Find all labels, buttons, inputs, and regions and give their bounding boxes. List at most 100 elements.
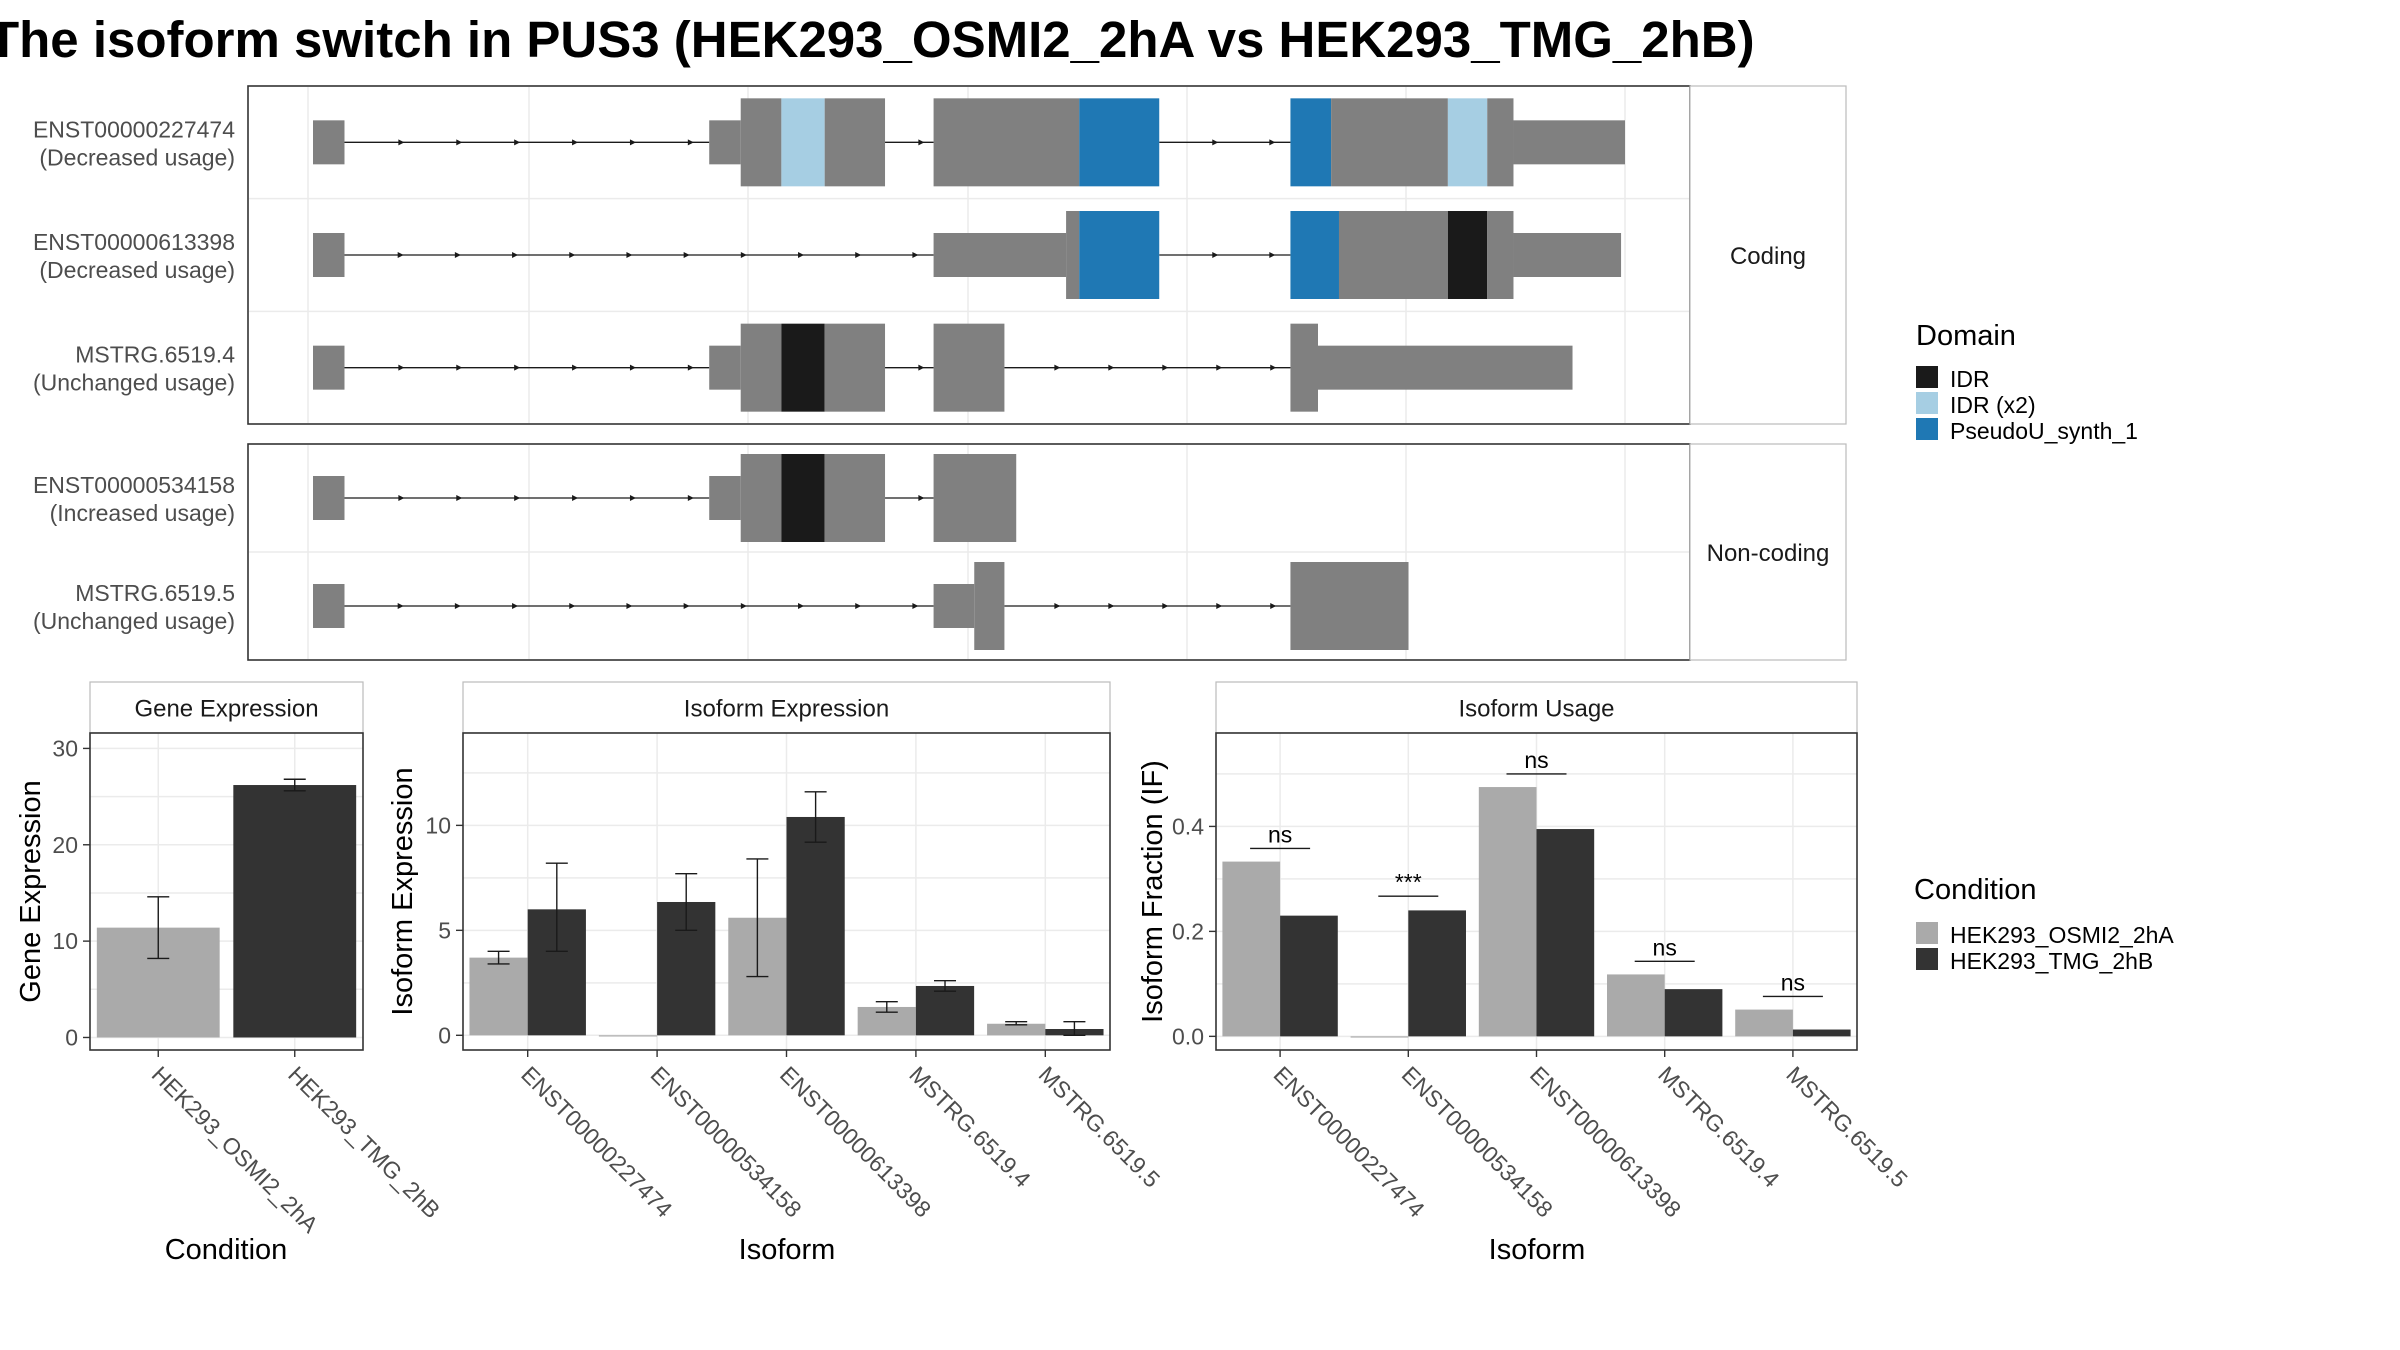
transcript-usage-label: (Decreased usage): [39, 257, 235, 283]
legend-label-idr: IDR: [1950, 366, 1990, 392]
legend-swatch-pseudou: [1916, 418, 1938, 440]
intron-arrow: [398, 364, 405, 371]
error-bar: [804, 791, 827, 843]
intron-arrow: [1162, 603, 1169, 609]
x-tick-label: MSTRG.6519.5: [1781, 1061, 1912, 1192]
exon-cds: [740, 98, 782, 187]
bar-enst00000227474-hek293-tmg-2hb: [1280, 915, 1338, 1037]
panel-strip-label: Gene Expression: [134, 696, 318, 723]
intron-arrow: [798, 603, 805, 609]
x-tick-label: MSTRG.6519.4: [904, 1061, 1036, 1193]
intron-arrow: [1269, 139, 1276, 146]
domain-idr: [781, 323, 825, 412]
transcript-usage-label: (Unchanged usage): [33, 370, 235, 396]
y-tick-label: 0.0: [1172, 1023, 1204, 1049]
exon-utr: [709, 345, 741, 390]
y-tick-label: 20: [52, 832, 78, 858]
legend-label-idr-x2: IDR (x2): [1950, 392, 2036, 418]
panel-strip: [462, 681, 1111, 734]
intron-arrow: [1054, 364, 1061, 371]
error-bar: [934, 980, 957, 992]
intron-arrow: [918, 495, 925, 501]
bar-enst00000227474-hek293-osmi2-2ha: [1222, 861, 1281, 1037]
domain-legend-title: Domain: [1916, 320, 2016, 352]
error-bar: [875, 1001, 898, 1013]
exon-cds: [933, 98, 1080, 187]
intron-arrow: [912, 252, 919, 258]
x-axis-title: Condition: [165, 1234, 288, 1266]
bar-mstrg-6519-4-hek293-tmg-2hb: [1664, 989, 1723, 1037]
error-bar: [283, 778, 306, 792]
intron-arrow: [398, 495, 405, 501]
transcript-id-label: MSTRG.6519.4: [75, 342, 235, 368]
bar-enst00000534158-hek293-tmg-2hb: [1408, 910, 1466, 1037]
y-tick-label: 0.2: [1172, 918, 1204, 944]
exon-utr: [313, 584, 345, 628]
exon-utr: [933, 233, 1067, 277]
error-bar: [147, 896, 170, 960]
exon-utr: [933, 584, 975, 628]
intron-arrow: [456, 364, 463, 371]
x-tick-label: HEK293_TMG_2hB: [283, 1061, 445, 1223]
intron-arrow: [569, 603, 576, 609]
facet-label: Non-coding: [1707, 540, 1830, 567]
exon-utr: [709, 476, 741, 520]
y-axis-title: Gene Expression: [15, 780, 47, 1002]
x-tick-label: MSTRG.6519.5: [1034, 1061, 1165, 1192]
significance-label: ns: [1524, 747, 1548, 773]
exon-cds: [1487, 98, 1514, 187]
legend-label-cond-b: HEK293_TMG_2hB: [1950, 948, 2153, 974]
bar-enst00000613398-hek293-tmg-2hb: [786, 816, 845, 1036]
panel-border: [462, 732, 1111, 1051]
intron-arrow: [629, 139, 636, 146]
intron-arrow: [512, 252, 519, 258]
x-axis-title: Isoform: [739, 1234, 836, 1266]
exon-cds: [1331, 98, 1448, 187]
intron-arrow: [855, 603, 862, 609]
exon-utr: [313, 233, 345, 277]
transcript-mstrg-6519-4: MSTRG.6519.4(Unchanged usage): [33, 323, 1573, 412]
transcript-usage-label: (Decreased usage): [39, 144, 235, 170]
intron-arrow: [512, 603, 519, 609]
intron-arrow: [454, 603, 461, 609]
transcript-id-label: ENST00000613398: [33, 229, 235, 255]
intron-arrow: [456, 139, 463, 146]
bar-enst00000227474-hek293-osmi2-2ha: [469, 957, 528, 1036]
intron-arrow: [398, 139, 405, 146]
exon-utr: [313, 476, 345, 520]
domain-idr-x2-: [1447, 98, 1488, 187]
bar-mstrg-6519-5-hek293-tmg-2hb: [1792, 1029, 1851, 1037]
intron-arrow: [569, 252, 576, 258]
y-tick-label: 0: [65, 1024, 78, 1050]
panel-strip-label: Isoform Expression: [684, 696, 889, 723]
intron-arrow: [626, 603, 633, 609]
bar-enst00000613398-hek293-osmi2-2ha: [1478, 787, 1537, 1037]
panel-border: [1215, 732, 1858, 1051]
legend-swatch-idr: [1916, 366, 1938, 388]
exon-cds: [1487, 211, 1514, 299]
bar-enst00000534158-hek293-osmi2-2ha: [598, 1035, 658, 1037]
y-tick-label: 30: [52, 735, 78, 761]
intron-arrow: [514, 139, 521, 146]
exon-utr: [1317, 345, 1573, 390]
facet-label: Coding: [1730, 243, 1806, 270]
legend-swatch-idr-x2: [1916, 392, 1938, 414]
gene-expression-plot: Gene ExpressionHEK293_OSMI2_2hAHEK293_TM…: [15, 681, 445, 1266]
intron-arrow: [1216, 603, 1223, 609]
error-bar: [1005, 1020, 1028, 1026]
exon-cds: [974, 562, 1005, 650]
intron-arrow: [572, 364, 579, 371]
intron-arrow: [1212, 252, 1219, 258]
transcript-usage-label: (Unchanged usage): [33, 608, 235, 634]
domain-pseudou-synth-1: [1079, 211, 1160, 299]
error-bar: [545, 862, 568, 953]
bar-mstrg-6519-5-hek293-osmi2-2ha: [1735, 1009, 1793, 1037]
panel-strip: [1215, 681, 1858, 734]
intron-arrow: [683, 603, 690, 609]
legend-label-pseudou: PseudoU_synth_1: [1950, 418, 2138, 444]
y-tick-label: 0.4: [1172, 813, 1204, 839]
intron-arrow: [798, 252, 805, 258]
intron-arrow: [1054, 603, 1061, 609]
